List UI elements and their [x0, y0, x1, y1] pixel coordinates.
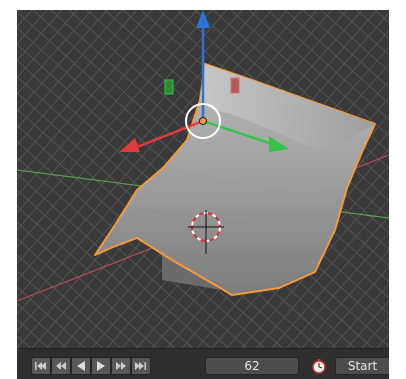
grid-line	[316, 266, 389, 348]
grid-line	[17, 10, 123, 130]
grid-line	[230, 10, 389, 153]
grid-line	[194, 10, 389, 186]
object-origin	[199, 117, 207, 125]
grid-line	[17, 10, 243, 265]
grid-line	[17, 10, 153, 163]
grid-line	[17, 189, 194, 348]
grid-line	[17, 302, 68, 348]
grid-line	[17, 10, 63, 62]
viewport-scene[interactable]	[17, 10, 389, 348]
xz-plane-handle[interactable]	[164, 79, 174, 95]
selected-surface-object[interactable]	[94, 63, 376, 296]
jump-to-start-button[interactable]	[31, 357, 51, 375]
grid-line	[17, 10, 288, 315]
grid-line	[17, 10, 33, 28]
grid-line	[256, 198, 389, 348]
play-icon	[97, 361, 105, 371]
next-keyframe-button[interactable]	[111, 357, 131, 375]
stopwatch-icon	[312, 359, 326, 374]
grid-line	[266, 10, 389, 121]
grid-line	[271, 215, 389, 348]
grid-line	[17, 10, 213, 231]
play-button[interactable]	[91, 357, 111, 375]
grid-line	[17, 205, 176, 348]
grid-line	[226, 164, 389, 348]
view-rotate-ring[interactable]	[185, 103, 221, 139]
grid-line	[17, 10, 198, 214]
grid-line	[17, 10, 93, 96]
jump-to-end-button[interactable]	[131, 357, 151, 375]
grid-line	[17, 10, 183, 197]
3d-viewport[interactable]	[17, 10, 389, 348]
grid-line	[17, 10, 168, 180]
grid-line	[301, 249, 389, 348]
grid-line	[17, 10, 273, 299]
3d-cursor[interactable]	[188, 210, 224, 254]
transform-gizmo[interactable]	[119, 10, 289, 152]
grid-line	[17, 270, 104, 348]
grid-line	[17, 140, 248, 348]
grid-line	[248, 10, 389, 137]
grid-line	[302, 10, 389, 89]
play-reverse-icon	[77, 361, 85, 371]
grid-line	[17, 10, 108, 113]
next-keyframe-icon	[116, 362, 126, 370]
grid-line	[176, 10, 389, 202]
x-axis-arrow-icon[interactable]	[119, 138, 140, 152]
grid-line	[17, 108, 284, 348]
z-axis-arrow-icon[interactable]	[196, 10, 210, 28]
y-axis-arrow-icon[interactable]	[269, 136, 289, 152]
grid-line	[286, 232, 389, 348]
grid-line	[17, 221, 158, 348]
start-frame-field[interactable]: Start	[335, 357, 389, 375]
auto-keying-toggle[interactable]	[309, 357, 329, 375]
grid-line	[361, 316, 389, 348]
play-reverse-button[interactable]	[71, 357, 91, 375]
previous-keyframe-icon	[56, 362, 66, 370]
grid-line	[17, 173, 212, 348]
jump-to-start-icon	[35, 362, 46, 370]
grid-line	[17, 10, 138, 146]
grid-line	[212, 10, 389, 170]
jump-to-end-icon	[135, 362, 146, 370]
grid-line	[284, 10, 389, 105]
grid-line	[211, 147, 389, 348]
grid-line	[17, 10, 78, 79]
grid-line	[17, 124, 266, 348]
timeline-bar: 62 Start	[17, 348, 389, 379]
grid-line	[17, 254, 122, 348]
previous-keyframe-button[interactable]	[51, 357, 71, 375]
grid-line	[17, 286, 86, 348]
grid-line	[331, 283, 389, 348]
grid-line	[241, 181, 389, 348]
grid-line	[17, 10, 228, 248]
current-frame-field[interactable]: 62	[205, 357, 299, 375]
yz-plane-handle[interactable]	[230, 77, 240, 94]
